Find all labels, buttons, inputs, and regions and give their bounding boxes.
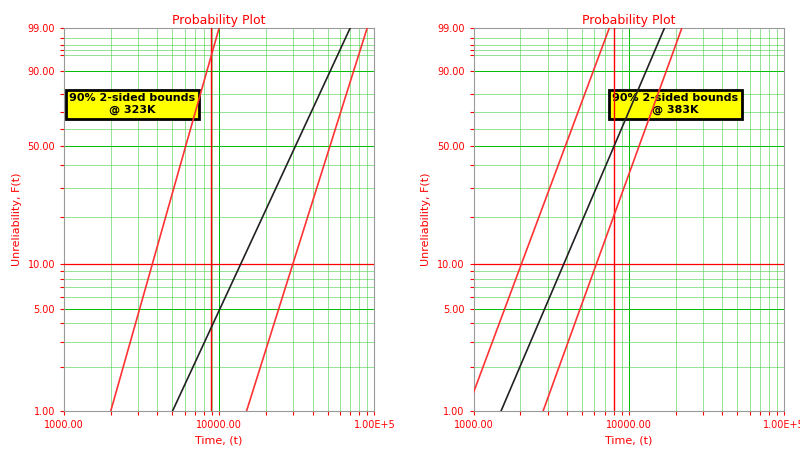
Y-axis label: Unreliability, F(t): Unreliability, F(t) bbox=[422, 173, 431, 266]
Title: Probability Plot: Probability Plot bbox=[582, 13, 675, 26]
Text: 90% 2-sided bounds
@ 383K: 90% 2-sided bounds @ 383K bbox=[612, 93, 738, 116]
Title: Probability Plot: Probability Plot bbox=[173, 13, 266, 26]
X-axis label: Time, (t): Time, (t) bbox=[605, 436, 653, 446]
X-axis label: Time, (t): Time, (t) bbox=[195, 436, 243, 446]
Text: 90% 2-sided bounds
@ 323K: 90% 2-sided bounds @ 323K bbox=[70, 93, 195, 116]
Y-axis label: Unreliability, F(t): Unreliability, F(t) bbox=[12, 173, 22, 266]
